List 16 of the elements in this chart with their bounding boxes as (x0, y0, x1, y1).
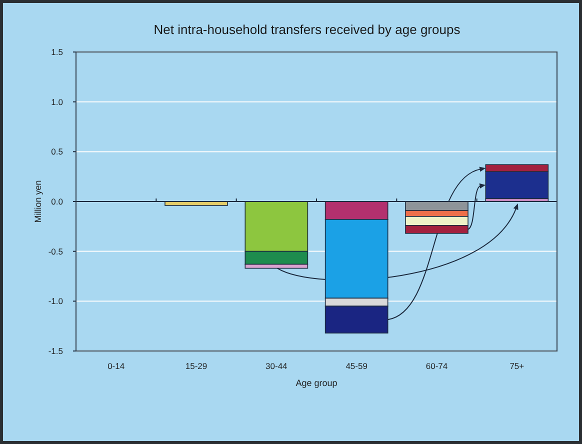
x-axis-title: Age group (296, 378, 338, 388)
x-tick-label: 0-14 (108, 361, 125, 371)
y-tick-label: -0.5 (48, 246, 64, 256)
x-tick-label: 30-44 (266, 361, 288, 371)
x-tick-label: 60-74 (426, 361, 448, 371)
y-tick-label: 1.0 (51, 96, 64, 107)
x-tick-label: 45-59 (346, 361, 368, 371)
chart-title: Net intra-household transfers received by age groups (154, 22, 461, 37)
y-tick-label: -1.5 (48, 346, 64, 356)
y-tick-label: 1.5 (51, 46, 64, 57)
x-tick-label: 75+ (510, 361, 524, 371)
y-tick-label: -1.0 (48, 296, 64, 306)
y-axis-title: Million yen (33, 180, 43, 223)
y-tick-label: 0.0 (51, 196, 64, 206)
y-tick-label: 0.5 (51, 146, 64, 157)
x-tick-label: 15-29 (185, 361, 208, 371)
